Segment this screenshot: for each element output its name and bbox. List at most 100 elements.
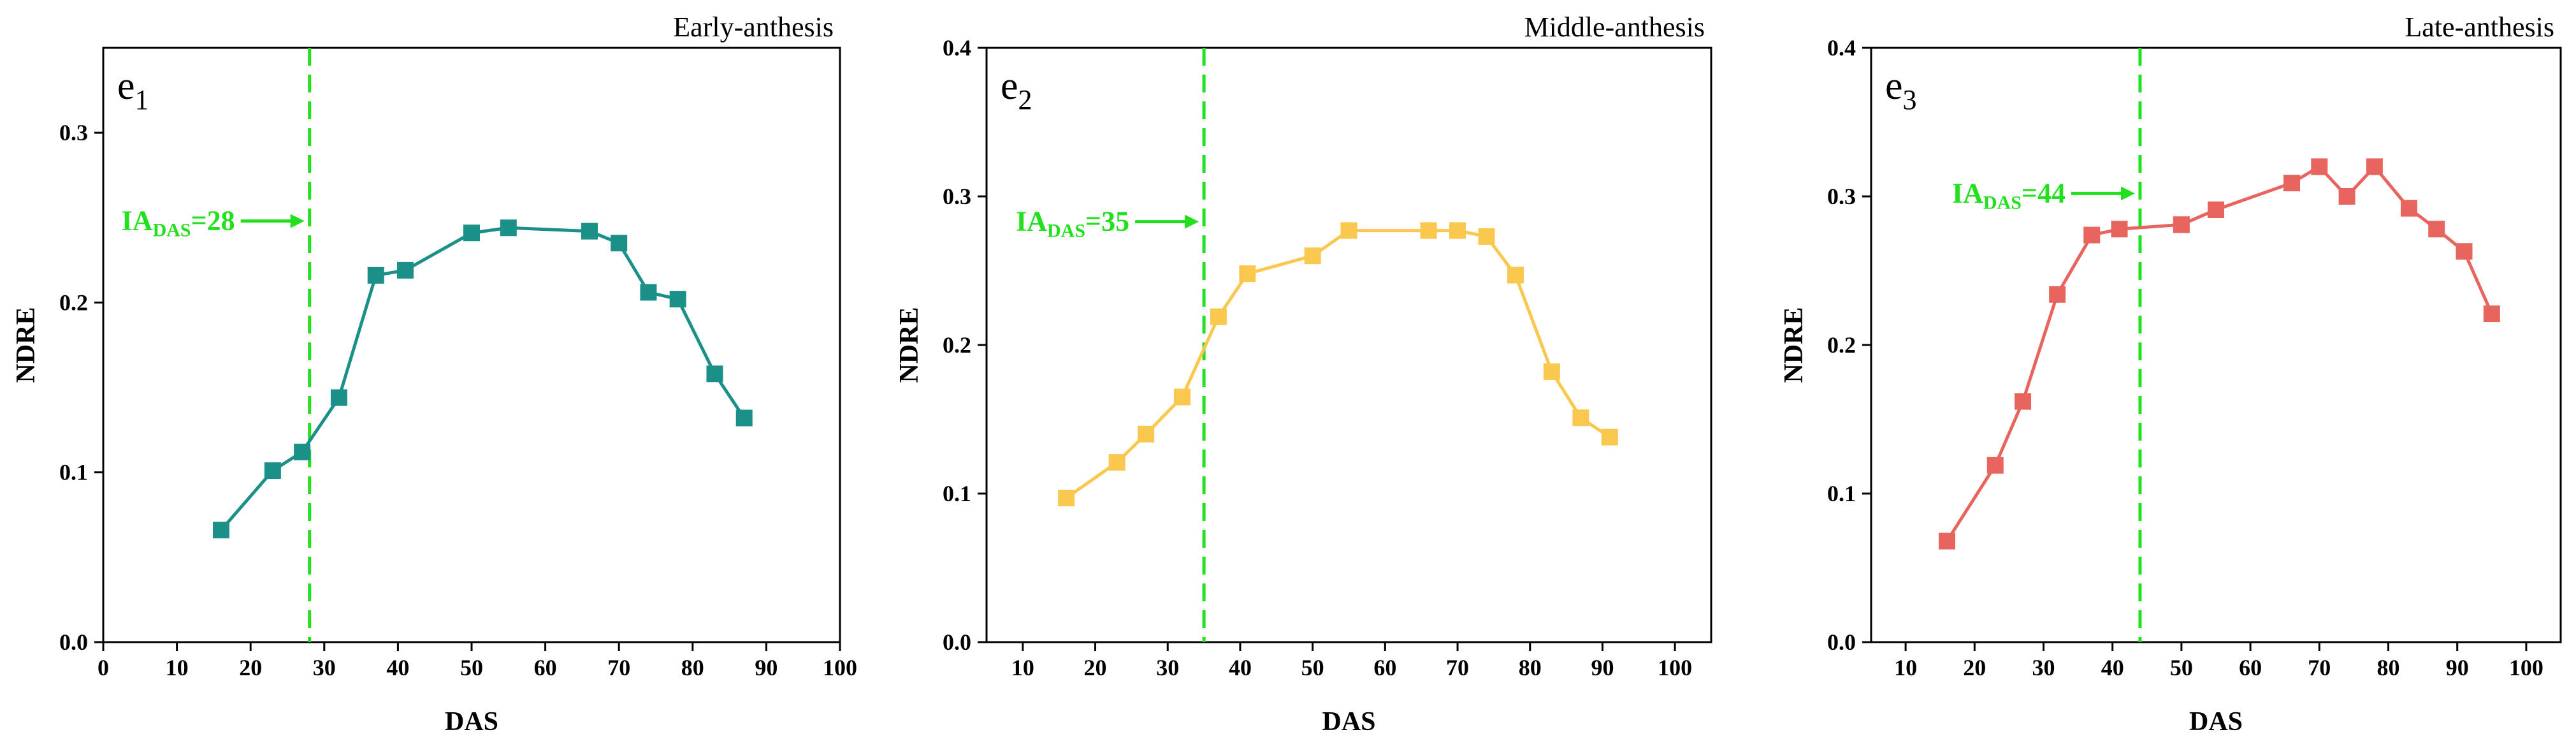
x-tick-label: 40 xyxy=(386,655,409,680)
y-tick-label: 0.3 xyxy=(1827,184,1856,209)
data-point xyxy=(1304,247,1321,265)
x-tick-label: 20 xyxy=(239,655,262,680)
x-tick-label: 30 xyxy=(1156,655,1179,680)
x-tick-label: 10 xyxy=(1011,655,1034,680)
data-point xyxy=(330,389,347,406)
x-tick-label: 100 xyxy=(2509,655,2543,680)
data-point xyxy=(581,223,598,240)
y-axis-title: NDRE xyxy=(895,307,924,383)
ia-das-arrow-head xyxy=(290,214,305,228)
data-point xyxy=(1058,489,1075,506)
panel-label-subscript: 3 xyxy=(1903,84,1917,115)
data-point xyxy=(1239,265,1256,282)
ia-das-annotation-main: IA xyxy=(1952,177,1983,209)
ia-das-annotation-sub: DAS xyxy=(153,220,191,241)
ia-das-annotation-value: =35 xyxy=(1085,206,1129,237)
data-point xyxy=(1173,388,1190,406)
data-point xyxy=(2111,221,2128,238)
x-tick-label: 0 xyxy=(98,655,109,680)
data-point xyxy=(669,291,686,308)
data-point xyxy=(1478,228,1495,245)
data-point xyxy=(1601,429,1618,446)
ia-das-arrow-head xyxy=(2120,186,2135,201)
y-tick-label: 0.3 xyxy=(59,120,88,145)
data-point xyxy=(2428,221,2445,238)
x-tick-label: 70 xyxy=(1446,655,1469,680)
y-tick-label: 0.4 xyxy=(943,35,971,61)
data-point xyxy=(1420,222,1437,239)
y-tick-label: 0.2 xyxy=(59,290,88,315)
ia-das-annotation: IADAS=44 xyxy=(1952,177,2066,213)
x-tick-label: 70 xyxy=(2308,655,2331,680)
data-point xyxy=(212,522,229,539)
ia-das-annotation-main: IA xyxy=(122,205,153,237)
y-tick-label: 0.0 xyxy=(943,629,971,655)
panel-title: Late-anthesis xyxy=(2405,11,2554,43)
data-point xyxy=(1543,363,1560,380)
data-point xyxy=(500,219,517,237)
data-point xyxy=(2083,226,2101,244)
plot-frame xyxy=(1870,47,2562,643)
x-axis-title: DAS xyxy=(445,707,498,737)
panel-label: e1 xyxy=(117,64,149,115)
plot-frame xyxy=(102,47,841,643)
panel-label-letter: e xyxy=(1885,64,1903,108)
x-axis-title: DAS xyxy=(2189,707,2243,737)
data-point xyxy=(264,462,281,480)
data-point xyxy=(2311,158,2328,175)
data-point xyxy=(2456,243,2473,260)
x-tick-label: 70 xyxy=(607,655,630,680)
data-point xyxy=(2015,393,2032,410)
x-tick-label: 50 xyxy=(460,655,483,680)
data-point xyxy=(1986,457,2004,474)
x-tick-label: 90 xyxy=(2446,655,2469,680)
data-point xyxy=(735,409,753,427)
data-point xyxy=(640,284,657,301)
data-point xyxy=(1939,532,1956,550)
panel-2: 10 20 30 40 50 60 70 80 90 100 0.0 0.1 0.2 0.3 0.4 DAS N… xyxy=(895,11,1712,737)
panel-3: 10 20 30 40 50 60 70 80 90 100 0.0 0.1 0.2 0.3 0.4 DAS N… xyxy=(1779,11,2562,737)
panel-title: Middle-anthesis xyxy=(1524,11,1705,43)
x-tick-label: 10 xyxy=(166,655,189,680)
data-point xyxy=(706,365,723,383)
data-point xyxy=(2283,175,2301,192)
x-tick-label: 50 xyxy=(1301,655,1324,680)
data-point xyxy=(2208,201,2224,218)
ia-das-annotation-value: =44 xyxy=(2022,177,2066,209)
x-tick-label: 60 xyxy=(1373,655,1396,680)
y-axis-title: NDRE xyxy=(11,307,41,383)
data-point xyxy=(2483,305,2500,323)
x-tick-label: 30 xyxy=(2032,655,2055,680)
data-point xyxy=(1340,222,1357,239)
y-tick-label: 0.1 xyxy=(59,460,88,485)
x-tick-label: 100 xyxy=(823,655,857,680)
ia-das-annotation-value: =28 xyxy=(191,205,235,237)
series-line xyxy=(1065,229,1611,500)
x-tick-label: 90 xyxy=(1591,655,1614,680)
y-tick-label: 0.0 xyxy=(59,629,88,655)
data-point xyxy=(1507,267,1524,284)
panel-label-subscript: 2 xyxy=(1018,84,1032,115)
y-tick-label: 0.4 xyxy=(1827,35,1856,61)
x-tick-label: 80 xyxy=(681,655,704,680)
x-tick-label: 60 xyxy=(2239,655,2262,680)
data-point xyxy=(367,267,384,284)
data-point xyxy=(2338,188,2355,205)
y-tick-label: 0.2 xyxy=(943,332,971,358)
data-point xyxy=(1108,454,1125,471)
data-point xyxy=(2400,200,2417,217)
data-point xyxy=(2173,216,2190,233)
x-tick-label: 40 xyxy=(1229,655,1252,680)
ia-das-annotation-sub: DAS xyxy=(1983,192,2022,213)
panel-label: e2 xyxy=(1001,64,1032,115)
panel-label-subscript: 1 xyxy=(135,84,149,115)
data-point xyxy=(1210,308,1227,325)
data-point xyxy=(2049,286,2066,303)
data-point xyxy=(611,235,628,252)
x-tick-label: 10 xyxy=(1894,655,1917,680)
data-point xyxy=(294,443,311,460)
x-axis-title: DAS xyxy=(1322,707,1375,737)
x-tick-label: 100 xyxy=(1658,655,1692,680)
y-tick-label: 0.1 xyxy=(943,481,971,506)
